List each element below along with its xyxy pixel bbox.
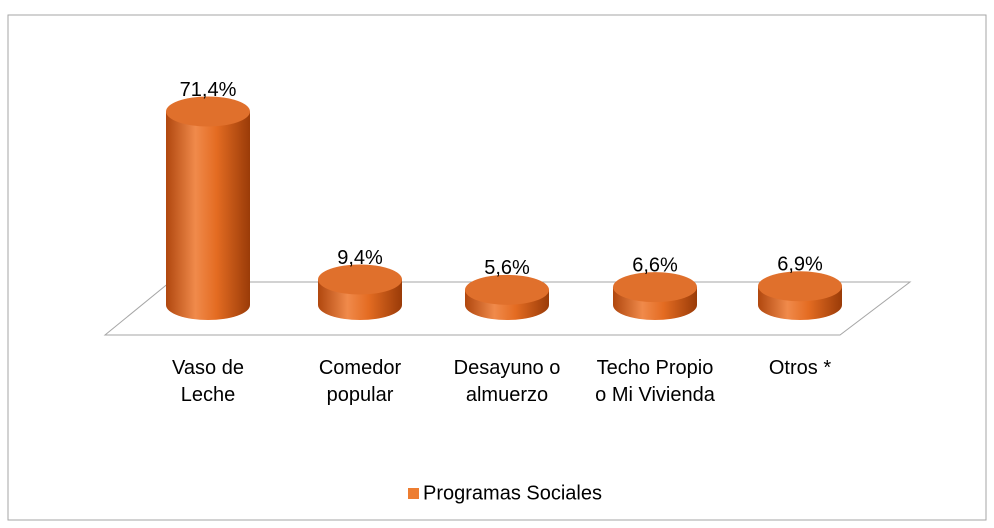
data-label: 9,4%: [337, 247, 383, 269]
x-tick-label: Otros *: [768, 357, 832, 379]
x-tick-label: Desayuno o almuerzo: [453, 357, 561, 406]
x-tick-label: Techo Propio o Mi Vivienda: [595, 357, 715, 406]
data-label: 71,4%: [180, 79, 237, 101]
bar: [613, 272, 697, 320]
bar-body: [166, 111, 250, 320]
bar: [166, 96, 250, 320]
data-label: 6,9%: [777, 254, 823, 276]
bar-top: [613, 272, 697, 303]
data-label: 5,6%: [484, 257, 530, 279]
bar-top: [758, 271, 842, 302]
bar: [465, 274, 549, 320]
bar: [318, 264, 402, 320]
bar: [758, 271, 842, 320]
x-tick-label: Vaso de Leche: [172, 357, 244, 406]
bar-top: [318, 264, 402, 295]
bar-top: [465, 274, 549, 305]
bar-top: [166, 96, 250, 127]
legend-swatch: [408, 488, 419, 499]
x-tick-label: Comedor popular: [318, 357, 402, 406]
data-label: 6,6%: [632, 254, 678, 276]
legend-label: Programas Sociales: [423, 482, 602, 504]
